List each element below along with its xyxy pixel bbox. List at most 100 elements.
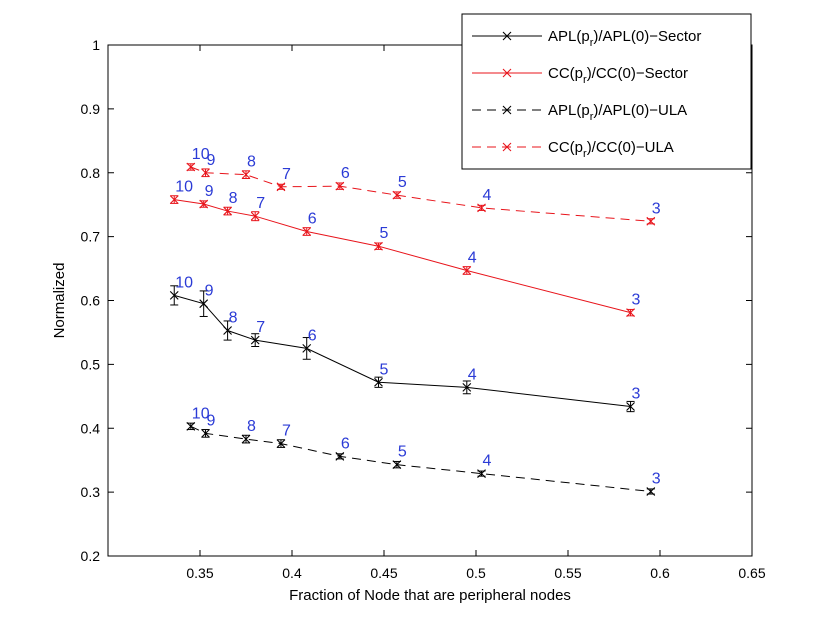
y-axis-title: Normalized [51,263,68,339]
point-label: 6 [308,211,317,228]
point-label: 8 [229,190,238,207]
data-point [335,451,345,461]
point-label: 4 [468,366,477,383]
y-tick-label: 0.2 [81,548,101,564]
y-tick-label: 0.8 [81,165,101,181]
point-label: 9 [205,183,214,200]
data-point [646,487,656,496]
point-label: 4 [468,249,477,266]
y-tick-label: 0.7 [81,229,101,245]
x-tick-label: 0.55 [554,565,581,581]
data-point [169,195,179,204]
point-label: 3 [652,470,661,487]
data-point [626,308,635,318]
series-layer [169,162,656,496]
legend-entry: CC(pr)/CC(0)−ULA [472,139,674,160]
point-label: 9 [205,283,214,300]
marker-stroke [241,434,251,444]
data-point [462,266,472,275]
marker-stroke [241,170,251,180]
marker-stroke [169,195,179,204]
legend-label: APL(pr)/APL(0)−ULA [548,102,687,123]
data-point [250,211,260,221]
marker-stroke [462,382,472,392]
series-1 [169,285,635,413]
point-label: 5 [398,444,407,461]
point-label: 10 [175,179,193,196]
series-line [174,294,631,408]
marker-stroke [201,428,210,438]
legend-entry: APL(pr)/APL(0)−ULA [472,102,687,123]
data-point [169,291,179,300]
point-label: 7 [282,423,291,440]
point-label: 5 [398,174,407,191]
point-label: 10 [192,405,210,422]
legend-marker [502,105,512,115]
marker-stroke [335,181,345,191]
data-point [335,181,345,191]
point-label: 8 [229,310,238,327]
data-point [201,168,210,178]
data-point [302,227,312,236]
point-label: 5 [379,225,388,242]
data-point [201,428,210,438]
data-point [626,402,635,411]
y-tick-label: 0.9 [81,101,101,117]
axis-ticks: 0.35 0.4 0.45 0.5 0.55 0.6 0.650.20.30.40.50.6… [81,37,766,581]
series-3 [186,421,656,496]
legend-label: CC(pr)/CC(0)−Sector [548,65,688,86]
data-point [276,439,286,448]
marker-stroke [392,190,402,200]
data-point [199,199,209,209]
x-tick-label: 0.65 [738,565,765,581]
point-label: 8 [247,418,256,435]
y-tick-label: 0.3 [81,484,101,500]
point-label: 6 [341,435,350,452]
point-label: 3 [632,292,641,309]
data-point [374,377,383,387]
marker-stroke [374,377,383,387]
data-point [241,434,251,444]
y-tick-label: 0.5 [81,356,101,372]
data-point [462,382,472,392]
data-point [477,469,486,478]
marker-stroke [302,344,312,353]
marker-stroke [374,241,383,251]
marker-stroke [199,299,209,309]
marker-stroke [646,216,656,226]
marker-stroke [223,206,232,216]
x-tick-label: 0.45 [370,565,397,581]
marker-stroke [276,182,286,192]
point-label: 7 [256,195,265,212]
series-line [190,166,651,222]
point-label: 7 [256,319,265,336]
legend: APL(pr)/APL(0)−Sector CC(pr)/CC(0)−Sector… [461,13,752,170]
legend-marker [502,31,512,41]
point-label: 4 [483,453,492,470]
marker-stroke [335,451,345,461]
data-point [276,182,286,192]
point-label: 6 [308,327,317,344]
x-tick-label: 0.35 [186,565,213,581]
marker-stroke [392,460,402,470]
x-tick-label: 0.6 [650,565,670,581]
marker-stroke [186,162,196,172]
marker-stroke [477,469,486,478]
point-label: 8 [247,154,256,171]
marker-stroke [223,326,232,335]
point-label: 10 [192,146,210,163]
data-point [477,203,486,213]
marker-stroke [626,308,635,318]
legend-entry: APL(pr)/APL(0)−Sector [472,28,701,49]
point-label: 5 [379,361,388,378]
point-label: 9 [207,152,216,169]
marker-stroke [199,199,209,209]
point-label: 3 [632,386,641,403]
marker-stroke [646,487,656,496]
data-point [186,421,196,431]
point-label: 6 [341,165,350,182]
marker-stroke [250,211,260,221]
point-label: 10 [175,274,193,291]
